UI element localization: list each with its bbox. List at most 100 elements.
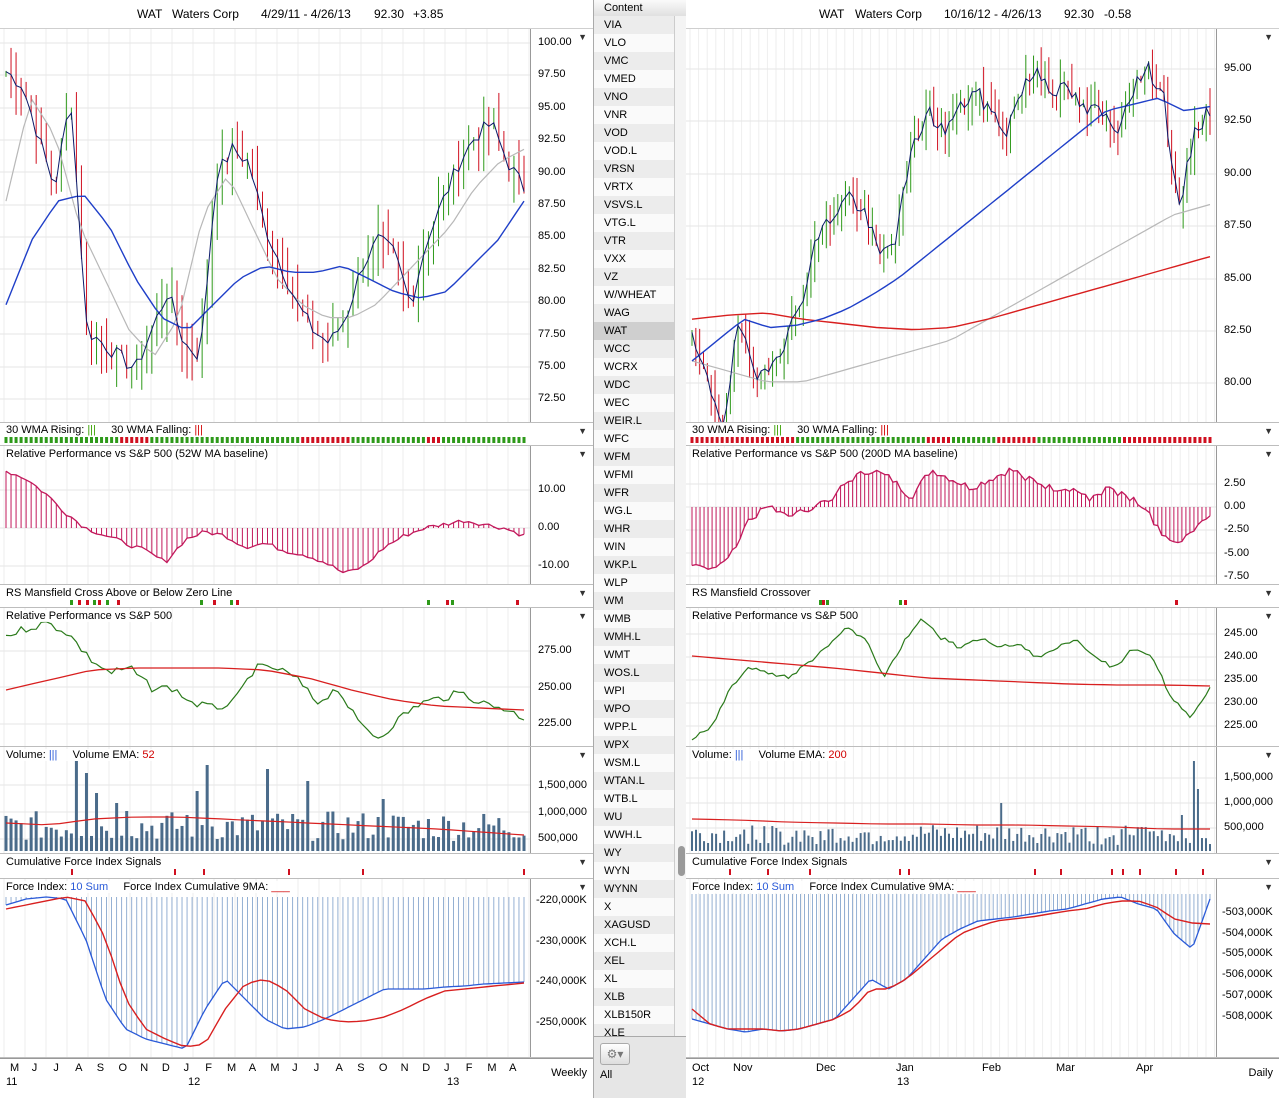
symbol-list-item[interactable]: WPI	[594, 682, 675, 700]
rsm-marker	[98, 600, 101, 605]
symbol-list-item[interactable]: WFR	[594, 484, 675, 502]
panel-menu-icon[interactable]: ▼	[578, 750, 587, 760]
symbol-list-item[interactable]: W/WHEAT	[594, 286, 675, 304]
symbol-list-item[interactable]: VSVS.L	[594, 196, 675, 214]
symbol-list-item[interactable]: X	[594, 898, 675, 916]
symbol-list-item[interactable]: VOD	[594, 124, 675, 142]
price-chart[interactable]	[0, 29, 593, 422]
symbol-list-item[interactable]: WKP.L	[594, 556, 675, 574]
symbol-list-item[interactable]: WEIR.L	[594, 412, 675, 430]
price-chart[interactable]	[686, 29, 1279, 422]
force-index-panel[interactable]: Force Index: 10 Sum Force Index Cumulati…	[686, 879, 1279, 1058]
panel-menu-icon[interactable]: ▼	[1264, 32, 1273, 42]
symbol-list-item[interactable]: WFM	[594, 448, 675, 466]
relperf-baseline-panel[interactable]: Relative Performance vs S&P 500 (52W MA …	[0, 446, 593, 585]
content-list-panel[interactable]: Content VIA VLO VMC VMED VNO VNR VOD VOD.L VRSN V…	[593, 0, 688, 1098]
symbol-list-item[interactable]: VLO	[594, 34, 675, 52]
panel-menu-icon[interactable]: ▼	[578, 449, 587, 459]
volume-bar	[502, 830, 506, 851]
symbol-list-item[interactable]: WYN	[594, 862, 675, 880]
symbol-list-item[interactable]: WTAN.L	[594, 772, 675, 790]
relperf-baseline-panel[interactable]: Relative Performance vs S&P 500 (200D MA…	[686, 446, 1279, 585]
left-chart-window[interactable]: WAT Waters Corp 4/29/11 - 4/26/13 92.30 …	[0, 0, 593, 1098]
symbol-list-item[interactable]: XL	[594, 970, 675, 988]
panel-menu-icon[interactable]: ▼	[1264, 882, 1273, 892]
panel-menu-icon[interactable]: ▼	[1264, 588, 1273, 598]
symbol-list-item[interactable]: WPO	[594, 700, 675, 718]
panel-menu-icon[interactable]: ▼	[578, 857, 587, 867]
force-index-panel[interactable]: Force Index: 10 Sum Force Index Cumulati…	[0, 879, 593, 1058]
volume-bar	[771, 826, 774, 851]
symbol-list-item[interactable]: VXX	[594, 250, 675, 268]
symbol-list-item[interactable]: XCH.L	[594, 934, 675, 952]
symbol-list-item[interactable]: WWH.L	[594, 826, 675, 844]
symbol-list-item[interactable]: VNO	[594, 88, 675, 106]
panel-menu-icon[interactable]: ▼	[578, 426, 587, 436]
symbol-list-item[interactable]: WFC	[594, 430, 675, 448]
symbol-list-item[interactable]: WMT	[594, 646, 675, 664]
symbol-list-item[interactable]: WTB.L	[594, 790, 675, 808]
scroll-thumb[interactable]	[678, 846, 685, 876]
panel-menu-icon[interactable]: ▼	[578, 32, 587, 42]
panel-menu-icon[interactable]: ▼	[578, 588, 587, 598]
symbol-list-item[interactable]: WY	[594, 844, 675, 862]
symbol-list-item[interactable]: VNR	[594, 106, 675, 124]
symbol-list-item[interactable]: VRTX	[594, 178, 675, 196]
panel-menu-icon[interactable]: ▼	[1264, 449, 1273, 459]
period-label[interactable]: Daily	[1248, 1067, 1273, 1079]
volume-bar	[887, 840, 890, 851]
symbol-list-item[interactable]: WPX	[594, 736, 675, 754]
symbol-list-item[interactable]: WHR	[594, 520, 675, 538]
volume-panel[interactable]: Volume: ||| Volume EMA: 200 1,500,000 1,0…	[686, 747, 1279, 854]
symbol-list-item[interactable]: WG.L	[594, 502, 675, 520]
gear-icon[interactable]: ⚙▾	[600, 1043, 630, 1065]
list-scrollbar[interactable]	[674, 16, 687, 1036]
relperf-panel[interactable]: Relative Performance vs S&P 500 275.00 25…	[0, 608, 593, 747]
symbol-list-item[interactable]: VMC	[594, 52, 675, 70]
symbol-list-item[interactable]: WDC	[594, 376, 675, 394]
cfi-marker	[729, 869, 731, 875]
price-panel[interactable]: 100.00 97.50 95.00 92.50 90.00 87.50 85.00 82.5…	[0, 29, 593, 423]
symbol-list-item[interactable]: VZ	[594, 268, 675, 286]
symbol-list-item[interactable]: WYNN	[594, 880, 675, 898]
symbol-list-item[interactable]: VMED	[594, 70, 675, 88]
symbol-list-item[interactable]: XLB150R	[594, 1006, 675, 1024]
symbol-list-item[interactable]: VTG.L	[594, 214, 675, 232]
price-panel[interactable]: 95.00 92.50 90.00 87.50 85.00 82.50 80.00 ▼	[686, 29, 1279, 423]
symbol-list-item[interactable]: WMH.L	[594, 628, 675, 646]
symbol-list-item[interactable]: WIN	[594, 538, 675, 556]
symbol-list-item[interactable]: WEC	[594, 394, 675, 412]
symbol-list-item[interactable]: VOD.L	[594, 142, 675, 160]
relperf-panel[interactable]: Relative Performance vs S&P 500 245.00 24…	[686, 608, 1279, 747]
symbol-list-item[interactable]: XAGUSD	[594, 916, 675, 934]
symbol-list[interactable]: VIA VLO VMC VMED VNO VNR VOD VOD.L VRSN VRTX VSVS.…	[594, 16, 675, 1042]
symbol-list-item[interactable]: WCC	[594, 340, 675, 358]
panel-menu-icon[interactable]: ▼	[578, 611, 587, 621]
right-chart-window[interactable]: WAT Waters Corp 10/16/12 - 4/26/13 92.30…	[686, 0, 1279, 1098]
panel-menu-icon[interactable]: ▼	[1264, 857, 1273, 867]
panel-menu-icon[interactable]: ▼	[1264, 750, 1273, 760]
all-label[interactable]: All	[600, 1069, 613, 1081]
symbol-list-item[interactable]: WM	[594, 592, 675, 610]
symbol-list-item[interactable]: VRSN	[594, 160, 675, 178]
panel-menu-icon[interactable]: ▼	[1264, 611, 1273, 621]
symbol-list-item[interactable]: WMB	[594, 610, 675, 628]
symbol-list-item[interactable]: WOS.L	[594, 664, 675, 682]
volume-panel[interactable]: Volume: ||| Volume EMA: 52 1,500,000 1,00…	[0, 747, 593, 854]
panel-menu-icon[interactable]: ▼	[1264, 426, 1273, 436]
symbol-list-item[interactable]: WAG	[594, 304, 675, 322]
symbol-list-item[interactable]: VIA	[594, 16, 675, 34]
symbol-list-item[interactable]: WPP.L	[594, 718, 675, 736]
symbol-list-item[interactable]: XLB	[594, 988, 675, 1006]
force-index-chart	[3, 879, 530, 1057]
symbol-list-item[interactable]: XEL	[594, 952, 675, 970]
symbol-list-item[interactable]: WCRX	[594, 358, 675, 376]
symbol-list-item[interactable]: WLP	[594, 574, 675, 592]
symbol-list-item[interactable]: VTR	[594, 232, 675, 250]
symbol-list-item[interactable]: WAT	[594, 322, 675, 340]
period-label[interactable]: Weekly	[551, 1067, 587, 1079]
symbol-list-item[interactable]: WSM.L	[594, 754, 675, 772]
symbol-list-item[interactable]: WU	[594, 808, 675, 826]
panel-menu-icon[interactable]: ▼	[578, 882, 587, 892]
symbol-list-item[interactable]: WFMI	[594, 466, 675, 484]
